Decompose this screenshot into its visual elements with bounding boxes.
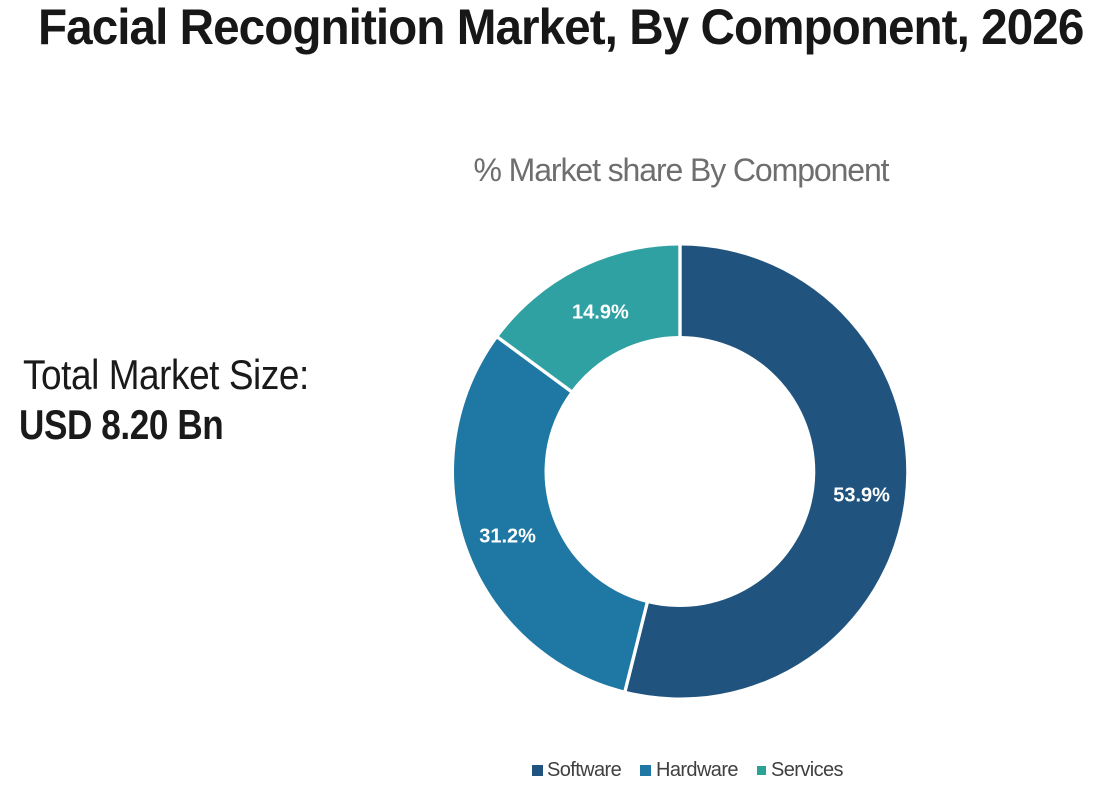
svg-text:53.9%: 53.9% (833, 485, 890, 507)
svg-text:14.9%: 14.9% (572, 301, 629, 323)
svg-text:31.2%: 31.2% (479, 526, 536, 548)
